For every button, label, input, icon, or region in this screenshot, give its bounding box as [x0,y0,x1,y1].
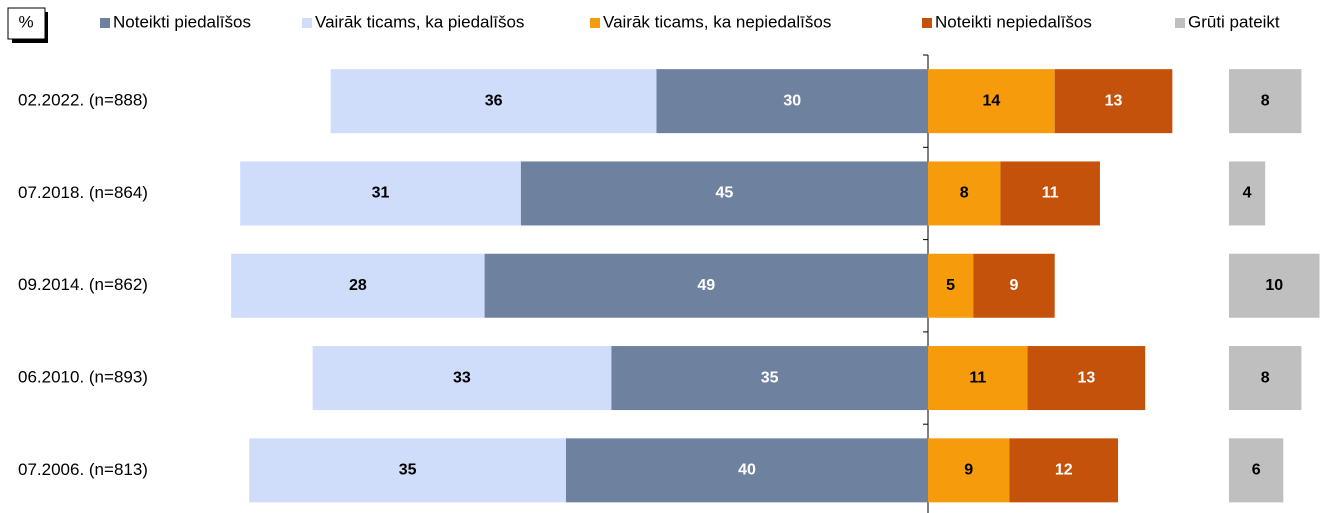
bar-segment [1229,69,1302,134]
legend-swatch [100,18,110,28]
unit-box [7,7,46,40]
legend-label: Vairāk ticams, ka piedalīšos [315,12,524,31]
legend-label: Noteikti nepiedalīšos [935,12,1092,31]
value-label: 11 [969,369,986,386]
bar-segment [231,253,485,318]
bar-segment [1009,438,1119,503]
bar-segment [566,438,928,503]
bar-segment [312,346,612,411]
bar-segment [928,161,1001,226]
bar-segment [520,161,928,226]
bar-segment [330,69,657,134]
bar-segment [1229,161,1266,226]
bar-segment [928,69,1055,134]
legend-swatch [922,18,932,28]
bar-segment [1027,346,1146,411]
value-label: 9 [964,462,973,479]
category-label: 09.2014. (n=862) [18,275,148,294]
value-label: 30 [783,92,801,109]
category-label: 07.2018. (n=864) [18,183,148,202]
value-label: 35 [761,369,779,386]
value-label: 33 [453,369,471,386]
bar-segment [928,253,974,318]
bar-segment [1000,161,1100,226]
legend-swatch [302,18,312,28]
value-label: 14 [982,92,1000,109]
value-label: 11 [1042,185,1059,202]
value-label: 5 [946,277,955,294]
bar-segment [1054,69,1173,134]
unit-box-shadow [45,12,48,43]
legend-label: Grūti pateikt [1188,12,1280,31]
value-label: 13 [1105,92,1123,109]
value-label: 45 [715,185,733,202]
value-label: 9 [1010,277,1019,294]
bar-segment [240,161,521,226]
value-label: 4 [1243,185,1252,202]
unit-label: % [18,12,33,31]
bar-segment [973,253,1055,318]
value-label: 40 [738,462,756,479]
bar-segment [611,346,928,411]
bar-segment [1229,346,1302,411]
value-label: 36 [485,92,503,109]
value-label: 8 [960,185,969,202]
bar-segment [928,438,1010,503]
legend-label: Noteikti piedalīšos [113,12,251,31]
value-label: 10 [1265,277,1283,294]
legend-swatch [590,18,600,28]
bar-segment [1229,438,1284,503]
value-label: 13 [1077,369,1095,386]
value-label: 8 [1261,92,1270,109]
value-label: 12 [1055,462,1073,479]
category-label: 06.2010. (n=893) [18,368,148,387]
value-label: 31 [372,185,390,202]
value-label: 35 [399,462,417,479]
bar-segment [484,253,928,318]
legend-label: Vairāk ticams, ka nepiedalīšos [603,12,831,31]
value-label: 28 [349,277,367,294]
bar-segment [1229,253,1320,318]
category-label: 07.2006. (n=813) [18,460,148,479]
bar-segment [249,438,566,503]
value-label: 8 [1261,369,1270,386]
bar-segment [928,346,1028,411]
value-label: 49 [697,277,715,294]
bar-segment [656,69,928,134]
value-label: 6 [1252,462,1261,479]
category-label: 02.2022. (n=888) [18,91,148,110]
legend-swatch [1175,18,1185,28]
unit-box-shadow [12,39,48,43]
